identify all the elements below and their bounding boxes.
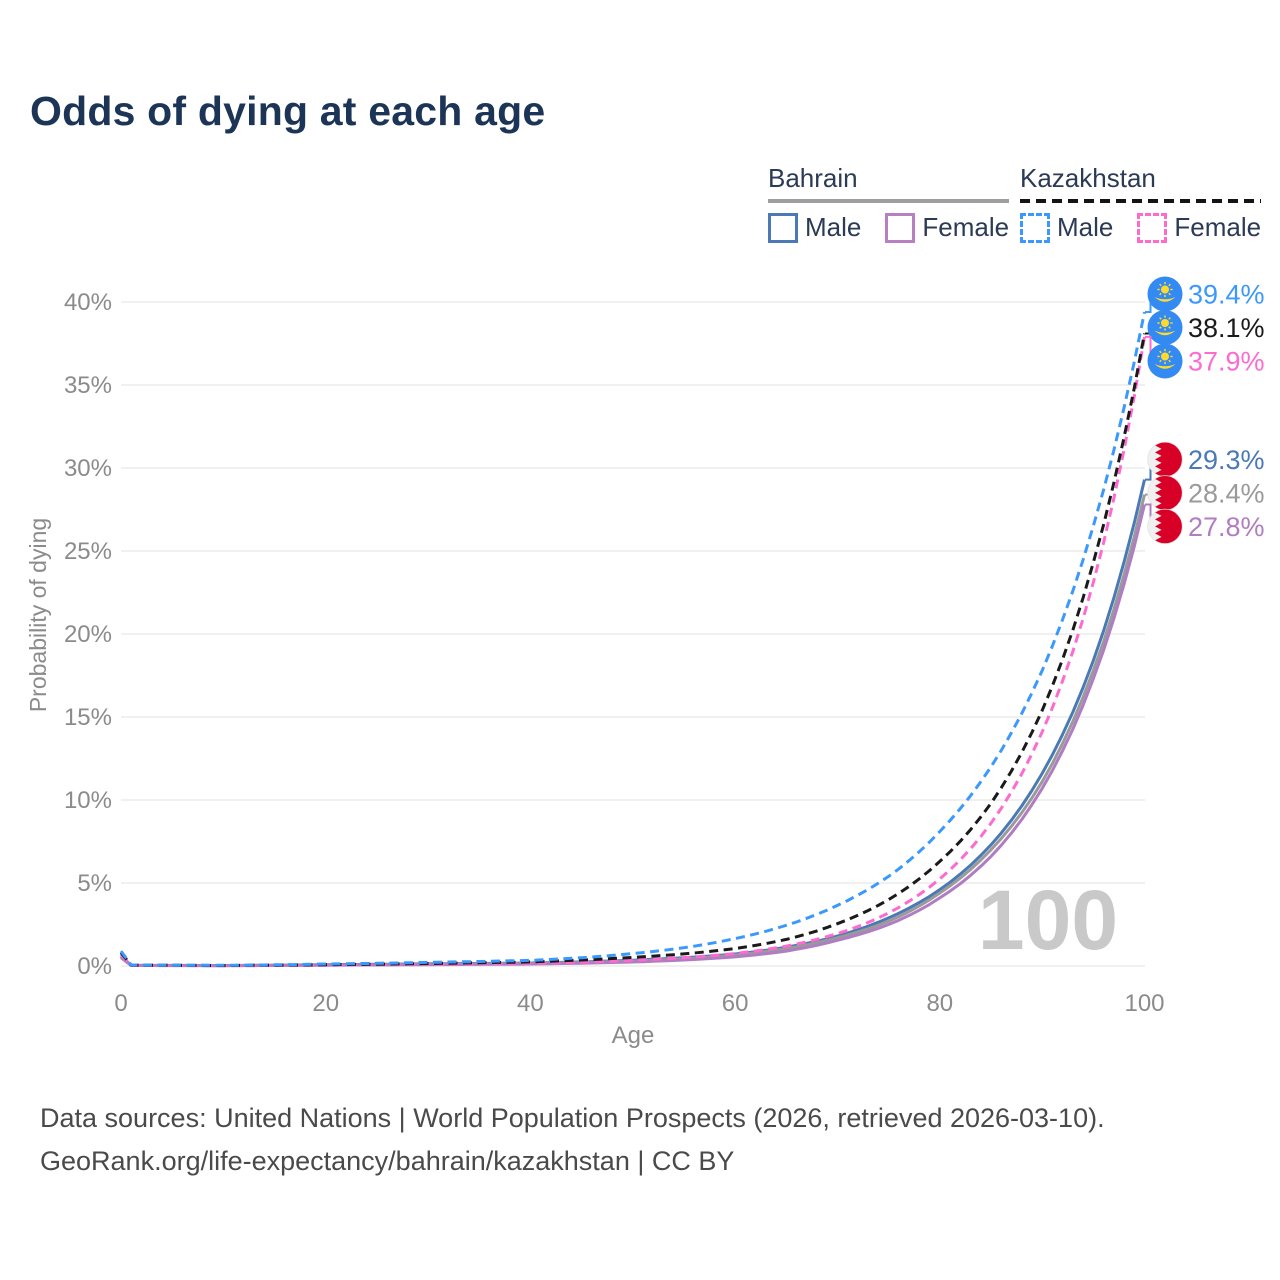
kazakhstan-flag-icon: [1147, 310, 1183, 345]
series-line-kazakhstan-male[interactable]: [119, 311, 1146, 967]
end-value-label-bahrain-both-sexes: 28.4%: [1188, 478, 1265, 508]
y-tick-label: 40%: [64, 289, 112, 316]
x-tick-label: 60: [722, 990, 749, 1017]
legend-country-bahrain: Bahrain: [768, 163, 858, 193]
bahrain-male-swatch-icon: [768, 212, 798, 243]
end-value-label-kazakhstan-female: 37.9%: [1188, 346, 1265, 376]
footer: Data sources: United Nations | World Pop…: [40, 1103, 1240, 1189]
legend-group-bahrain: Bahrain Male Female: [768, 163, 1010, 243]
legend-item-bahrain-female[interactable]: Female: [885, 212, 1009, 243]
legend-item-kazakhstan-female[interactable]: Female: [1137, 212, 1261, 243]
data-sources-text: Data sources: United Nations | World Pop…: [40, 1103, 1105, 1133]
attribution-text: GeoRank.org/life-expectancy/bahrain/kaza…: [40, 1146, 735, 1177]
legend-group-kazakhstan: Kazakhstan Male Female: [1020, 163, 1262, 243]
bahrain-female-swatch-icon: [885, 212, 916, 243]
hover-age-watermark: 100: [978, 873, 1118, 967]
bahrain-solid-line-swatch: [768, 199, 1010, 203]
y-tick-label: 5%: [77, 870, 112, 897]
y-tick-label: 10%: [64, 787, 112, 814]
y-tick-label: 20%: [64, 621, 112, 648]
end-value-label-bahrain-female: 27.8%: [1188, 512, 1265, 542]
end-value-label-bahrain-male: 29.3%: [1188, 445, 1265, 475]
kazakhstan-flag-icon: [1147, 343, 1183, 379]
chart-root: 0% 5% 10% 15% 20% 25% 30% 35% 40% 0 20 40 60 80 100 Age…: [25, 276, 1265, 1049]
bahrain-flag-icon: [1147, 441, 1183, 477]
x-axis-title: Age: [612, 1022, 655, 1049]
x-tick-label: 20: [312, 990, 339, 1017]
x-tick-label: 0: [114, 990, 127, 1017]
x-tick-label: 40: [517, 990, 544, 1017]
bahrain-flag-icon: [1147, 475, 1183, 511]
kazakhstan-female-swatch-icon: [1137, 212, 1168, 243]
kazakhstan-male-swatch-icon: [1020, 212, 1050, 243]
legend-country-kazakhstan: Kazakhstan: [1020, 163, 1156, 193]
end-value-label-kazakhstan-both-sexes: 38.1%: [1188, 313, 1265, 343]
y-tick-label: 25%: [64, 538, 112, 565]
legend-item-bahrain-male[interactable]: Male: [768, 212, 861, 243]
page-title: Odds of dying at each age: [30, 88, 546, 134]
y-axis-title: Probability of dying: [25, 518, 51, 712]
end-value-label-kazakhstan-male: 39.4%: [1188, 279, 1265, 309]
chart-svg[interactable]: 0% 5% 10% 15% 20% 25% 30% 35% 40% 0 20 40 60 80 100 Age…: [0, 250, 1280, 1080]
plot-area[interactable]: [121, 290, 1145, 966]
legend-label-kazakhstan-female: Female: [1174, 212, 1262, 242]
y-tick-label: 15%: [64, 704, 112, 731]
x-tick-label: 80: [926, 990, 953, 1017]
legend-label-kazakhstan-male: Male: [1057, 212, 1114, 242]
kazakhstan-flag-icon: [1147, 276, 1183, 312]
x-tick-label: 100: [1124, 990, 1164, 1017]
legend-label-bahrain-male: Male: [805, 212, 862, 242]
bahrain-flag-icon: [1147, 508, 1183, 544]
legend-item-kazakhstan-male[interactable]: Male: [1020, 212, 1113, 243]
y-tick-label: 0%: [77, 953, 112, 980]
legend-label-bahrain-female: Female: [922, 212, 1010, 242]
kazakhstan-dashed-line-swatch: [1020, 199, 1262, 203]
y-tick-label: 35%: [64, 372, 112, 399]
y-tick-label: 30%: [64, 455, 112, 482]
